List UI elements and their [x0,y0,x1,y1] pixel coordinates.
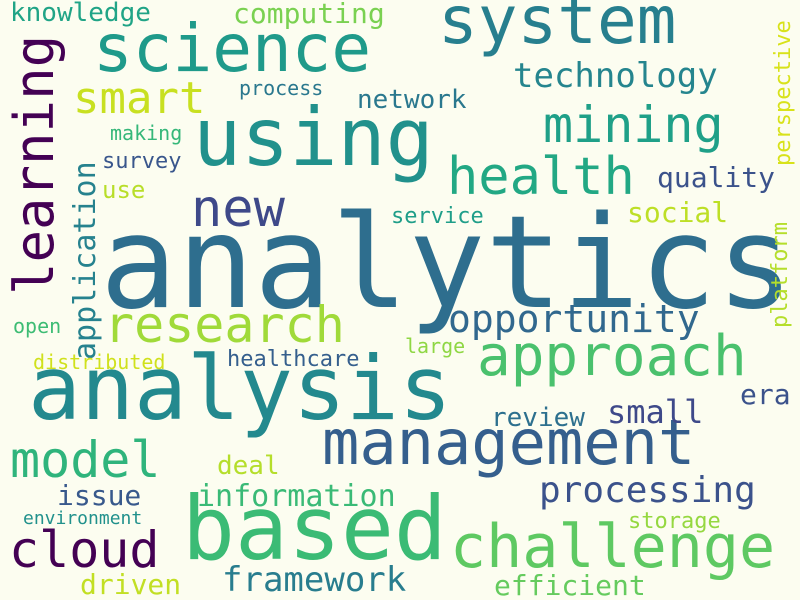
word-new: new [191,179,285,239]
word-process: process [239,76,324,100]
word-research: research [104,296,345,354]
word-analytics: analytics [100,189,794,338]
word-challenge: challenge [450,512,776,582]
word-issue: issue [57,479,142,512]
word-driven: driven [80,568,182,600]
word-small: small [607,393,704,431]
word-service: service [391,204,484,229]
word-perspective: perspective [771,20,796,166]
word-network: network [357,85,467,115]
word-application: application [68,161,103,360]
word-distributed: distributed [33,350,166,374]
word-approach: approach [477,324,747,389]
word-efficient: efficient [494,569,646,600]
word-large: large [405,334,466,358]
word-model: model [10,431,161,489]
word-information: information [197,479,396,514]
word-deal: deal [217,451,280,481]
word-survey: survey [102,149,182,174]
word-healthcare: healthcare [227,347,360,372]
word-science: science [93,10,372,87]
word-technology: technology [513,56,718,96]
word-opportunity: opportunity [448,297,700,341]
word-system: system [438,0,677,59]
word-review: review [491,403,585,433]
word-knowledge: knowledge [10,0,151,28]
word-environment: environment [23,508,143,529]
word-era: era [740,378,791,411]
word-computing: computing [233,0,385,30]
word-health: health [447,147,635,207]
word-use: use [102,176,146,204]
word-learning: learning [3,34,66,295]
word-quality: quality [657,161,776,194]
word-analysis: analysis [28,337,452,440]
word-cloud: cloud [9,521,160,579]
word-open: open [13,314,62,338]
word-platform: platform [768,222,793,328]
word-mining: mining [543,96,724,154]
word-smart: smart [73,73,206,124]
word-social: social [627,196,729,229]
word-processing: processing [539,470,756,511]
word-storage: storage [628,509,721,534]
word-making: making [110,121,183,145]
word-based: based [182,477,447,580]
word-management: management [322,406,696,479]
word-framework: framework [222,560,407,600]
word-using: using [193,91,434,184]
